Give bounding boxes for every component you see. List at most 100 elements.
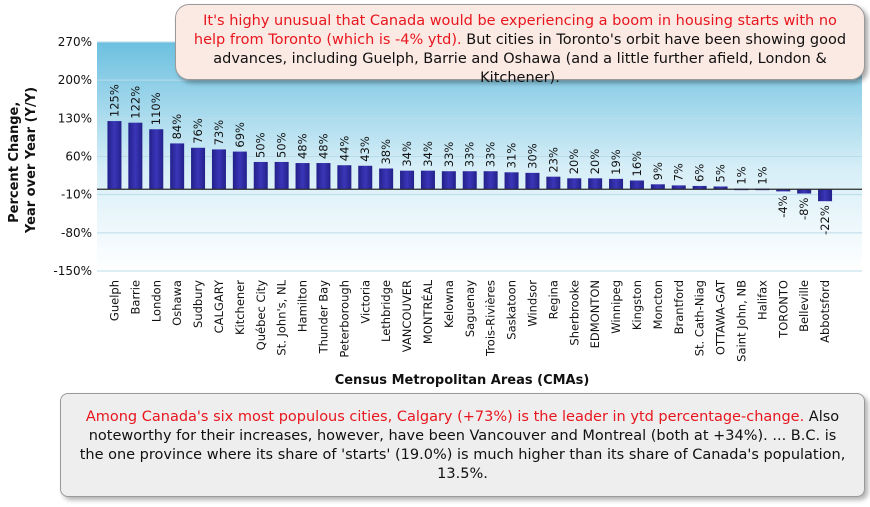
x-tick-label: TORONTO bbox=[776, 280, 790, 339]
x-tick-label: Québec City bbox=[254, 280, 268, 351]
y-tick-label: -10% bbox=[61, 188, 92, 202]
bar bbox=[650, 184, 665, 190]
bar-value-label: 76% bbox=[191, 118, 205, 144]
x-tick-label: Windsor bbox=[525, 280, 539, 327]
y-tick-label: 270% bbox=[58, 35, 92, 49]
bar bbox=[128, 122, 143, 190]
bar-value-label: 69% bbox=[233, 122, 247, 148]
x-tick-label: Kelowna bbox=[442, 280, 456, 328]
bar bbox=[776, 189, 791, 192]
x-tick-label: London bbox=[149, 280, 163, 322]
x-tick-label: Winnipeg bbox=[609, 280, 623, 334]
bar bbox=[546, 176, 561, 190]
bar bbox=[567, 178, 582, 190]
bar-value-label: 44% bbox=[337, 136, 351, 162]
bar-value-label: 20% bbox=[588, 149, 602, 175]
bar bbox=[420, 170, 435, 190]
bar bbox=[713, 186, 728, 190]
bar-value-label: 23% bbox=[546, 147, 560, 173]
bar bbox=[191, 147, 206, 190]
bar bbox=[400, 170, 415, 190]
x-tick-label: Regina bbox=[546, 280, 560, 319]
bar bbox=[588, 178, 603, 190]
y-tick-label: -150% bbox=[53, 264, 92, 278]
bar-value-label: 5% bbox=[714, 164, 728, 182]
x-tick-label: Saguenay bbox=[463, 280, 477, 337]
x-tick-label: EDMONTON bbox=[588, 280, 602, 348]
bar-value-label: 7% bbox=[672, 163, 686, 181]
bar-value-label: 33% bbox=[442, 142, 456, 168]
bar-value-label: 110% bbox=[149, 92, 163, 125]
bar-value-label: 43% bbox=[358, 136, 372, 162]
x-tick-label: Brantford bbox=[672, 280, 686, 334]
bar-value-label: 34% bbox=[400, 141, 414, 167]
bar bbox=[818, 189, 833, 202]
bottom-annotation-highlight: Among Canada's six most populous cities,… bbox=[85, 409, 805, 425]
y-axis-ticks: 270% 200% 130% 60% -10% -80% -150% bbox=[53, 35, 92, 278]
bar-value-label: 1% bbox=[734, 166, 748, 184]
bar-value-label: 33% bbox=[463, 142, 477, 168]
bar bbox=[629, 180, 644, 190]
bar bbox=[253, 161, 268, 190]
bar bbox=[149, 129, 164, 190]
bar-value-label: 34% bbox=[421, 141, 435, 167]
x-tick-label: St. John's, NL bbox=[275, 279, 289, 355]
x-tick-label: St. Cath-Niag bbox=[693, 280, 707, 356]
x-tick-label: Hamilton bbox=[296, 280, 310, 332]
bar-value-label: 9% bbox=[651, 162, 665, 180]
bar-value-label: 19% bbox=[609, 149, 623, 175]
bar-value-label: 31% bbox=[505, 143, 519, 169]
y-axis-title-line-2: Year over Year (Y/Y) bbox=[24, 87, 39, 234]
bar bbox=[671, 185, 686, 190]
x-tick-label: Sherbrooke bbox=[567, 280, 581, 346]
x-tick-label: Sudbury bbox=[191, 280, 205, 328]
bar-value-label: -4% bbox=[776, 195, 790, 217]
x-tick-label: Guelph bbox=[107, 280, 121, 321]
value-labels: 125% 122% 110% 84% 76% 73% 69% 50% 50% 48% 48% 44% 4… bbox=[107, 84, 832, 235]
bar-value-label: 48% bbox=[316, 133, 330, 159]
bar bbox=[441, 171, 456, 190]
bar bbox=[358, 165, 373, 190]
bar-value-label: 6% bbox=[693, 164, 707, 182]
bar bbox=[797, 189, 812, 194]
x-tick-label: CALGARY bbox=[212, 279, 226, 333]
x-tick-label: Moncton bbox=[651, 280, 665, 329]
y-axis-title-line-1: Percent Change, bbox=[7, 102, 22, 223]
x-tick-label: Belleville bbox=[797, 280, 811, 332]
bar bbox=[609, 178, 624, 190]
x-tick-label: Thunder Bay bbox=[316, 280, 330, 355]
bar-value-label: 30% bbox=[525, 143, 539, 169]
x-tick-label: Halifax bbox=[755, 280, 769, 320]
bar bbox=[379, 168, 394, 190]
x-tick-label: Saskatoon bbox=[505, 280, 519, 340]
top-annotation: It's highy unusual that Canada would be … bbox=[175, 4, 865, 86]
bar bbox=[483, 171, 498, 190]
bar bbox=[232, 151, 247, 190]
bar-value-label: 125% bbox=[107, 84, 121, 117]
bar-value-label: -8% bbox=[797, 198, 811, 220]
top-annotation-highlight: It's highy unusual that Canada would be … bbox=[193, 13, 837, 48]
bar-value-label: 50% bbox=[275, 132, 289, 158]
y-tick-label: 60% bbox=[65, 150, 92, 164]
y-tick-label: 200% bbox=[58, 73, 92, 87]
x-tick-label: VANCOUVER bbox=[400, 280, 414, 352]
top-annotation-text: But cities in Toronto's orbit have been … bbox=[213, 32, 847, 86]
bar bbox=[107, 121, 122, 190]
x-axis-ticks: Guelph Barrie London Oshawa Sudbury CALGARY Ki… bbox=[107, 279, 832, 362]
bar-value-label: 16% bbox=[630, 151, 644, 177]
bar-value-label: 73% bbox=[212, 120, 226, 146]
y-tick-label: -80% bbox=[61, 226, 92, 240]
bar-value-label: 33% bbox=[484, 142, 498, 168]
bar-value-label: 20% bbox=[567, 149, 581, 175]
bar bbox=[211, 149, 226, 190]
bar bbox=[525, 172, 540, 190]
bar-value-label: -22% bbox=[818, 205, 832, 235]
bar bbox=[274, 161, 289, 190]
x-tick-label: Victoria bbox=[358, 280, 372, 324]
y-tick-label: 130% bbox=[58, 111, 92, 125]
bar bbox=[504, 172, 519, 190]
bar bbox=[295, 163, 310, 190]
bottom-annotation: Among Canada's six most populous cities,… bbox=[60, 393, 865, 497]
bar bbox=[337, 165, 352, 190]
